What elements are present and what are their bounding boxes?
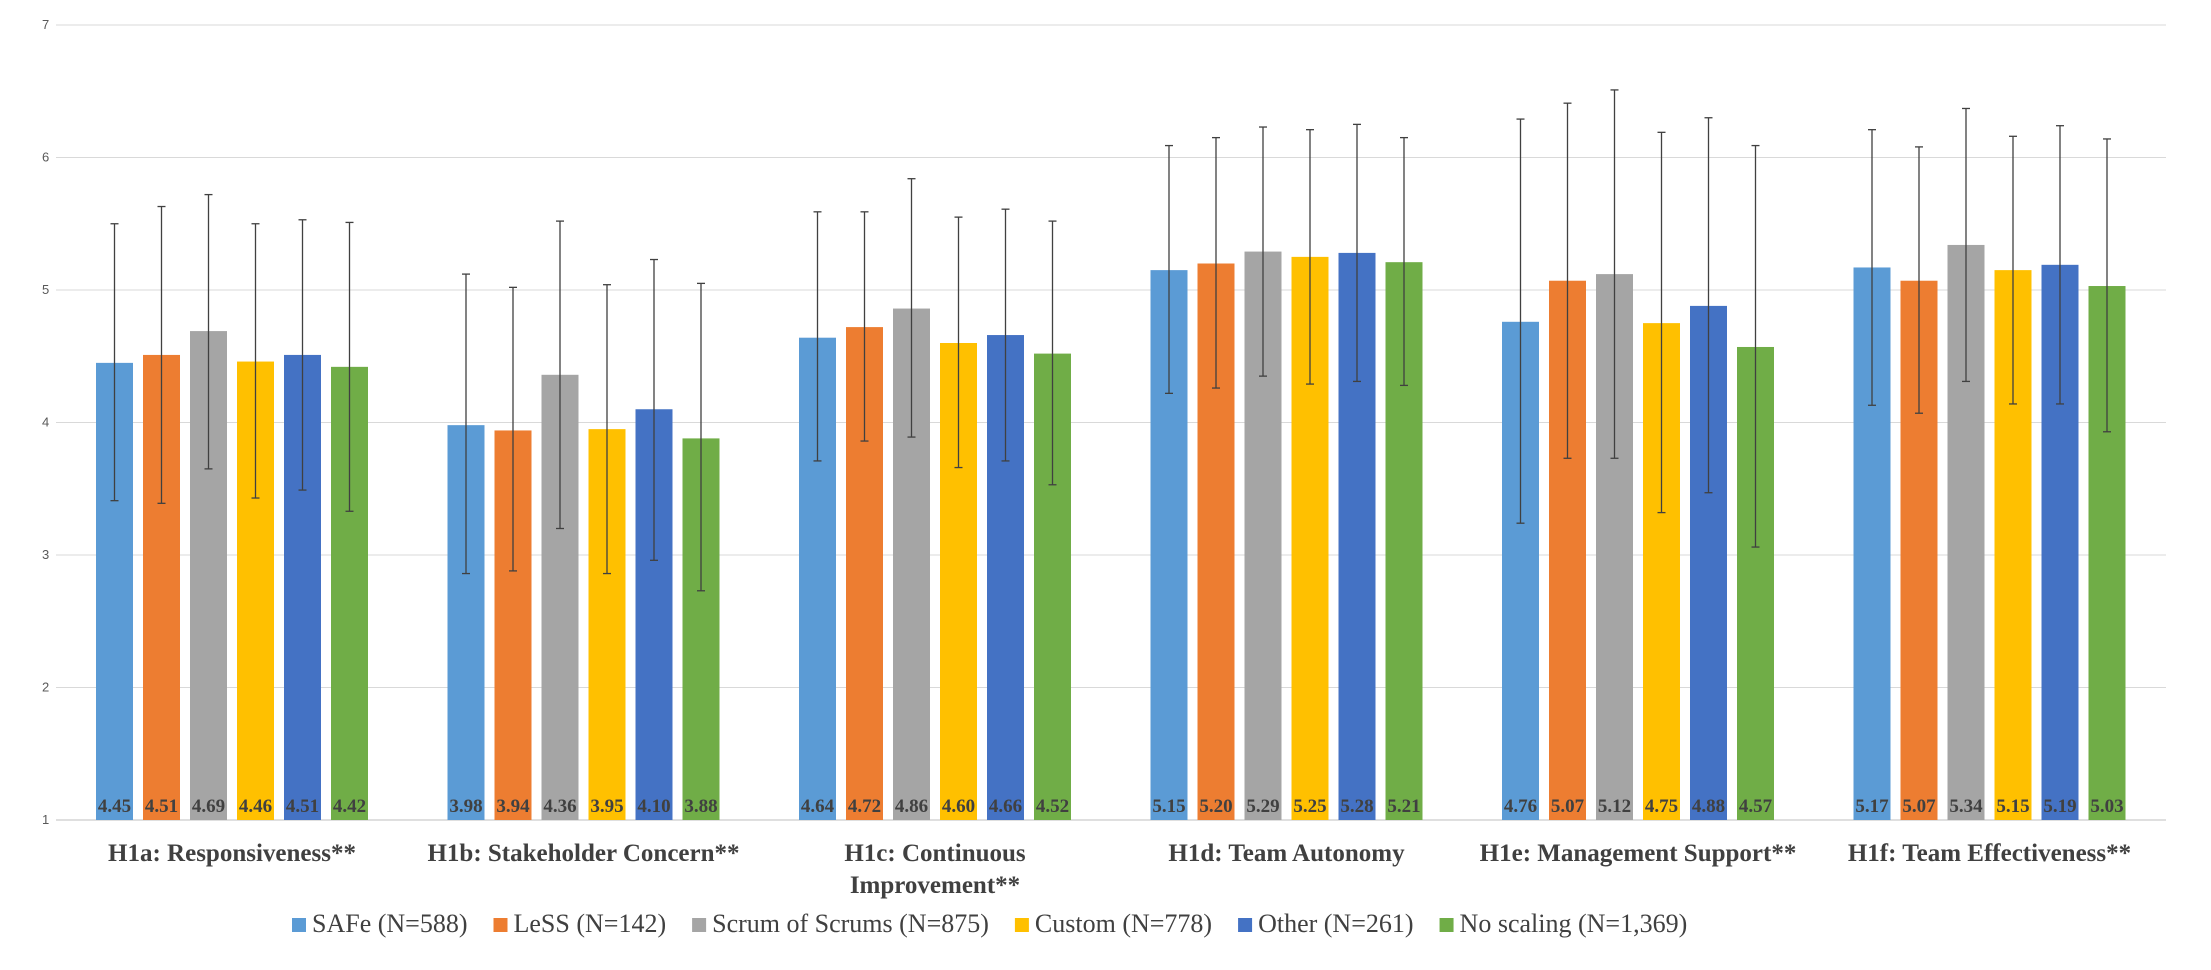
category-label: H1b: Stakeholder Concern** [427,840,739,867]
category-label: H1c: Continuous [844,840,1026,867]
data-label: 5.03 [2090,796,2123,817]
legend: SAFe (N=588) LeSS (N=142) Scrum of Scrums … [292,909,1687,938]
data-label: 5.07 [1902,796,1936,817]
legend-swatch [692,918,707,932]
data-label: 5.21 [1387,796,1420,817]
data-label: 4.52 [1036,796,1069,817]
category-label: H1a: Responsiveness** [108,840,356,867]
data-label: 5.07 [1551,796,1585,817]
data-label: 3.95 [590,796,623,817]
legend-item: LeSS (N=142) [493,909,667,938]
legend-item: Custom (N=778) [1014,909,1212,938]
y-tick-label: 3 [42,547,49,562]
data-label: 5.29 [1246,796,1279,817]
gridlines [56,24,2166,821]
legend-label: SAFe (N=588) [312,909,468,938]
legend-swatch [1238,918,1253,932]
data-label: 5.20 [1199,796,1232,817]
data-label: 4.42 [333,796,366,817]
data-label: 5.34 [1949,796,1983,817]
data-label: 4.76 [1504,796,1537,817]
legend-swatch [292,918,306,932]
legend-swatch [1439,918,1454,932]
y-tick-label: 5 [42,282,49,297]
data-label: 5.25 [1293,796,1326,817]
legend-swatch [1014,918,1029,932]
y-tick-label: 6 [42,150,49,165]
data-label: 5.15 [1996,796,2029,817]
y-tick-label: 1 [42,812,49,827]
category-labels: H1a: Responsiveness** H1b: Stakeholder Co… [108,840,2131,899]
data-label: 4.51 [286,796,319,817]
legend-label: No scaling (N=1,369) [1460,909,1688,938]
y-tick-label: 2 [42,680,49,695]
data-label: 4.69 [192,796,225,817]
legend-swatch [493,918,508,932]
data-label: 4.66 [989,796,1022,817]
legend-label: Other (N=261) [1258,909,1413,938]
data-label: 4.45 [98,796,131,817]
y-tick-label: 4 [42,415,49,430]
error-bars [110,89,2111,592]
data-label: 4.36 [543,796,576,817]
data-label: 4.10 [637,796,670,817]
data-label: 4.75 [1645,796,1678,817]
data-label: 4.57 [1739,796,1773,817]
data-label: 5.12 [1598,796,1631,817]
category-label: H1e: Management Support** [1480,840,1797,867]
data-label: 5.15 [1152,796,1185,817]
data-label: 4.60 [942,796,975,817]
bars [96,244,2126,821]
legend-item: Scrum of Scrums (N=875) [692,909,989,938]
data-label: 3.98 [449,796,482,817]
category-label: Improvement** [850,872,1020,899]
legend-label: Custom (N=778) [1035,909,1212,938]
data-label: 5.17 [1855,796,1889,817]
data-label: 3.94 [496,796,530,817]
data-label: 5.19 [2043,796,2076,817]
data-label: 4.51 [145,796,178,817]
y-axis-ticks: 1 2 3 4 5 6 7 [42,17,49,827]
category-label: H1f: Team Effectiveness** [1848,840,2131,867]
legend-item: No scaling (N=1,369) [1439,909,1688,938]
legend-item: Other (N=261) [1238,909,1414,938]
data-label: 4.72 [848,796,881,817]
legend-label: LeSS (N=142) [514,909,667,938]
data-label: 4.86 [895,796,928,817]
data-label: 4.46 [239,796,272,817]
data-label: 5.28 [1340,796,1373,817]
data-label: 4.64 [801,796,835,817]
category-label: H1d: Team Autonomy [1168,840,1405,867]
legend-label: Scrum of Scrums (N=875) [712,909,989,938]
data-labels: 4.45 4.51 4.69 4.46 4.51 4.42 3.98 3.94 4.36 3.95… [98,796,2124,817]
data-label: 4.88 [1692,796,1725,817]
y-tick-label: 7 [42,17,49,32]
data-label: 3.88 [684,796,717,817]
legend-item: SAFe (N=588) [292,909,468,938]
